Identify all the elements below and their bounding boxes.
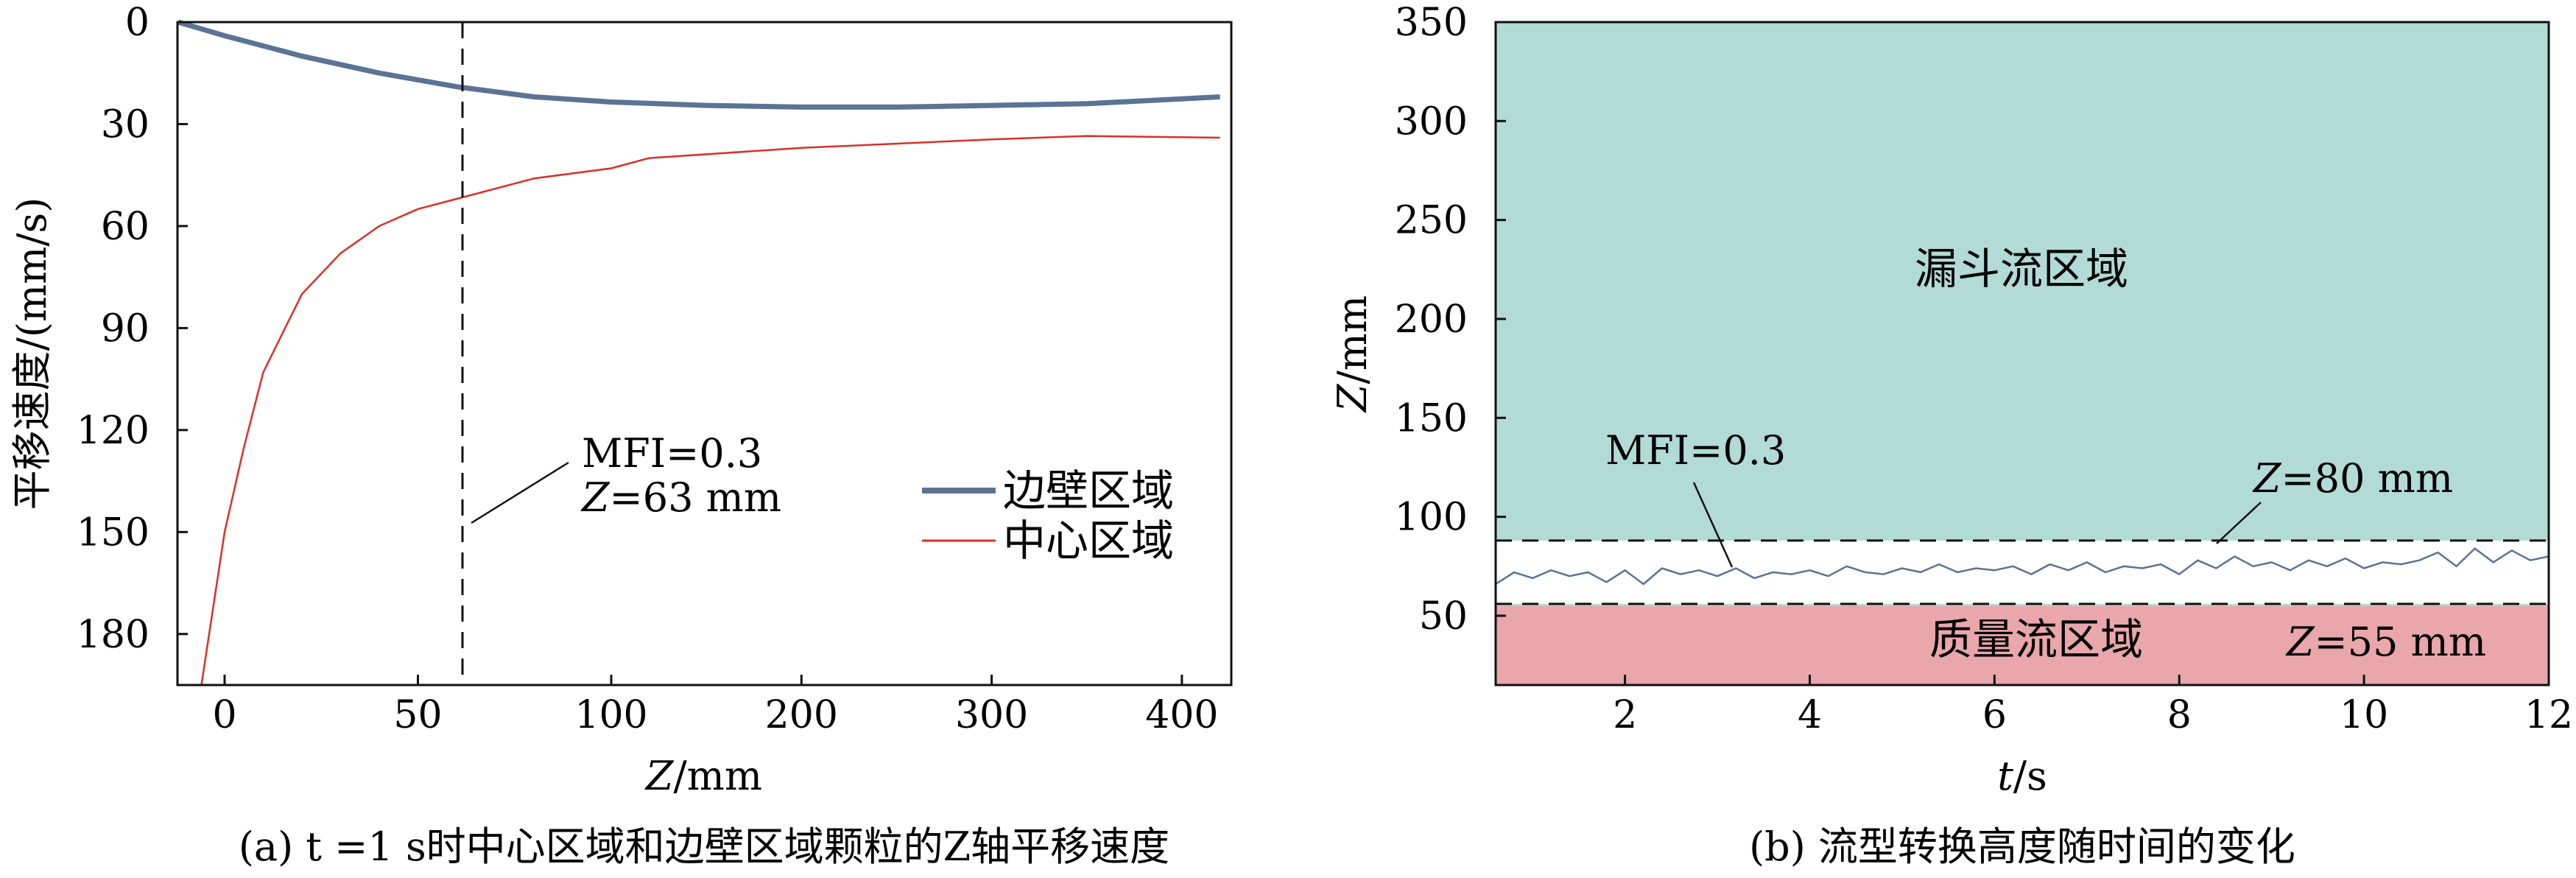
- legend-label-center: 中心区域: [1003, 516, 1174, 566]
- panel-a-x-axis-label: Z/mm: [644, 753, 762, 799]
- y-tick-label: 250: [1395, 199, 1468, 243]
- y-tick-label: 350: [1395, 1, 1468, 45]
- panel-b-x-axis-label-var: t: [1997, 753, 2013, 799]
- x-tick-label: 6: [1982, 693, 2007, 737]
- y-tick-label: 60: [101, 205, 149, 249]
- panel-a-plot-frame: [176, 21, 1233, 686]
- panel-b-y-ticks: 50 100 150 200 250 300 350: [1395, 1, 1506, 639]
- panel-a-annotation-z-val: =63 mm: [610, 474, 782, 521]
- panel-b-annotation-mfi: MFI=0.3: [1605, 427, 1786, 474]
- funnel-flow-region: [1496, 22, 2549, 606]
- y-tick-label: 50: [1419, 594, 1468, 639]
- x-tick-label: 200: [765, 693, 838, 737]
- x-tick-label: 50: [393, 693, 442, 737]
- y-tick-label: 0: [125, 1, 149, 45]
- panel-a-series: [177, 19, 1220, 686]
- y-tick-label: 200: [1395, 298, 1468, 342]
- y-tick-label: 180: [77, 613, 149, 657]
- y-tick-label: 150: [1395, 396, 1468, 440]
- panel-b-z55-val: =55 mm: [2315, 619, 2487, 665]
- panel-a-annotation-z-var: Z: [580, 474, 610, 521]
- legend-label-wall: 边壁区域: [1003, 466, 1174, 516]
- panel-b-x-ticks: 2 4 6 8 10 12: [1613, 675, 2573, 737]
- panel-b-plot-frame: [1494, 21, 2550, 686]
- panel-a-y-ticks: 0 30 60 90 120 150 180: [77, 1, 188, 657]
- panel-a-x-ticks: 0 50 100 200 300 400: [212, 675, 1219, 737]
- panel-b-y-axis-label-var: Z: [1329, 383, 1376, 413]
- x-tick-label: 8: [2167, 693, 2192, 737]
- x-tick-label: 2: [1613, 693, 1637, 737]
- y-tick-label: 300: [1395, 99, 1468, 144]
- panel-b-series: [1495, 547, 2549, 586]
- region-label-mass-flow: 质量流区域: [1929, 614, 2143, 664]
- panel-a-x-axis-label-var: Z: [644, 753, 675, 799]
- x-tick-label: 100: [574, 693, 647, 737]
- panel-b-transition-height-chart: 漏斗流区域 质量流区域 MFI=0.3 Z=80 mm Z=55 mm 5010…: [1329, 1, 2573, 870]
- y-tick-label: 120: [77, 409, 149, 453]
- x-tick-label: 400: [1145, 693, 1218, 737]
- region-label-funnel-flow: 漏斗流区域: [1915, 244, 2128, 294]
- panel-a-caption: (a) t =1 s时中心区域和边壁区域颗粒的Z轴平移速度: [239, 823, 1169, 870]
- panel-b-z55-var: Z: [2285, 619, 2315, 665]
- panel-a-x-axis-label-unit: /mm: [673, 753, 762, 799]
- panel-b-annotation-z80: Z=80 mm: [2252, 455, 2453, 502]
- transition-band: [1496, 540, 2549, 604]
- y-tick-label: 150: [77, 510, 149, 555]
- panel-b-x-axis-label-unit: /s: [2013, 753, 2047, 799]
- series-line-center: [200, 135, 1220, 686]
- panel-b-z80-var: Z: [2252, 455, 2282, 502]
- panel-b-reference-lines: [1496, 539, 2549, 605]
- x-tick-label: 4: [1798, 693, 1822, 737]
- x-tick-label: 0: [212, 693, 236, 737]
- panel-b-z80-leader: [2216, 502, 2262, 544]
- panel-a-legend: 边壁区域 中心区域: [922, 466, 1174, 566]
- y-tick-label: 90: [101, 306, 149, 351]
- y-tick-label: 100: [1395, 496, 1468, 540]
- panel-a-y-axis-label: 平移速度/(mm/s): [9, 197, 55, 510]
- mass-flow-region: [1496, 605, 2549, 685]
- panel-b-y-axis-label-unit: /mm: [1329, 295, 1376, 384]
- series-line-wall: [177, 19, 1220, 110]
- panel-a-annotation-mfi: MFI=0.3: [582, 430, 762, 477]
- x-tick-label: 300: [955, 693, 1028, 737]
- series-line-transition-height: [1495, 547, 2549, 586]
- x-tick-label: 12: [2524, 693, 2573, 737]
- x-tick-label: 10: [2340, 693, 2388, 737]
- panel-b-annotation-z55: Z=55 mm: [2285, 619, 2486, 665]
- y-tick-label: 30: [101, 102, 149, 147]
- panel-b-annotation-leader: [1692, 482, 1734, 568]
- panel-a-annotation-z: Z=63 mm: [580, 474, 781, 521]
- panel-b-z80-val: =80 mm: [2281, 455, 2454, 502]
- panel-a-annotation-leader: [471, 461, 569, 524]
- panel-b-x-axis-label: t/s: [1997, 753, 2047, 799]
- panel-b-regions: [1496, 22, 2549, 685]
- panel-b-y-axis-label: Z/mm: [1329, 295, 1376, 413]
- panel-b-caption: (b) 流型转换高度随时间的变化: [1749, 823, 2295, 870]
